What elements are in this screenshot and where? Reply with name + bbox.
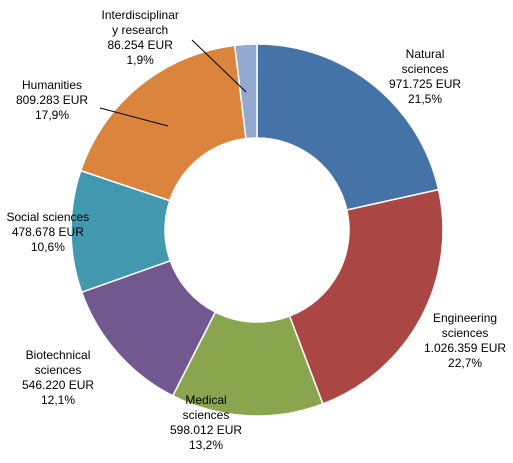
data-label-percent: 10,6% [30, 240, 65, 254]
slice-engineering-sciences [288, 188, 444, 405]
data-label-amount: 809.283 EUR [16, 93, 89, 107]
data-label-category: sciences [182, 408, 230, 422]
slice-natural-sciences [256, 43, 440, 211]
data-label-category: sciences [441, 326, 489, 340]
data-label-amount: 598.012 EUR [170, 423, 243, 437]
slice-humanities [79, 44, 247, 202]
data-label-interdisciplinary-research: Interdisciplinar y research 86.254 EUR 1,9% [102, 8, 179, 68]
data-label-category: Biotechnical [25, 348, 91, 362]
leader-line-interdisciplinary-research [191, 39, 247, 93]
donut-slices [70, 43, 444, 417]
data-label-humanities: Humanities 809.283 EUR 17,9% [16, 78, 88, 123]
data-label-percent: 1,9% [126, 53, 154, 67]
data-label-percent: 22,7% [448, 356, 483, 370]
data-label-engineering-sciences: Engineering sciences 1.026.359 EUR 22,7% [424, 311, 506, 371]
data-label-category: Interdisciplinar [101, 8, 179, 22]
data-label-category: Engineering [433, 311, 498, 325]
data-label-percent: 17,9% [35, 108, 70, 122]
leader-line-humanities [99, 107, 169, 127]
data-label-amount: 971.725 EUR [389, 77, 462, 91]
leader-lines [99, 39, 247, 127]
data-label-percent: 12,1% [41, 393, 76, 407]
data-label-biotechnical-sciences: Biotechnical sciences 546.220 EUR 12,1% [22, 348, 94, 408]
data-label-category: Medical [185, 393, 227, 407]
data-label-category: sciences [401, 62, 449, 76]
data-label-category: Humanities [22, 78, 83, 92]
data-label-amount: 546.220 EUR [22, 378, 95, 392]
data-label-percent: 13,2% [189, 438, 224, 452]
data-label-percent: 21,5% [408, 92, 443, 106]
data-label-category: Social sciences [6, 210, 90, 224]
data-label-amount: 478.678 EUR [11, 225, 84, 239]
data-label-category: y research [112, 23, 169, 37]
data-label-amount: 1.026.359 EUR [424, 341, 507, 355]
data-label-natural-sciences: Natural sciences 971.725 EUR 21,5% [389, 47, 461, 107]
data-label-social-sciences: Social sciences 478.678 EUR 10,6% [7, 210, 90, 255]
data-label-category: Natural [405, 47, 445, 61]
data-label-medical-sciences: Medical sciences 598.012 EUR 13,2% [170, 393, 242, 453]
data-label-category: sciences [34, 363, 82, 377]
data-label-amount: 86.254 EUR [107, 38, 173, 52]
